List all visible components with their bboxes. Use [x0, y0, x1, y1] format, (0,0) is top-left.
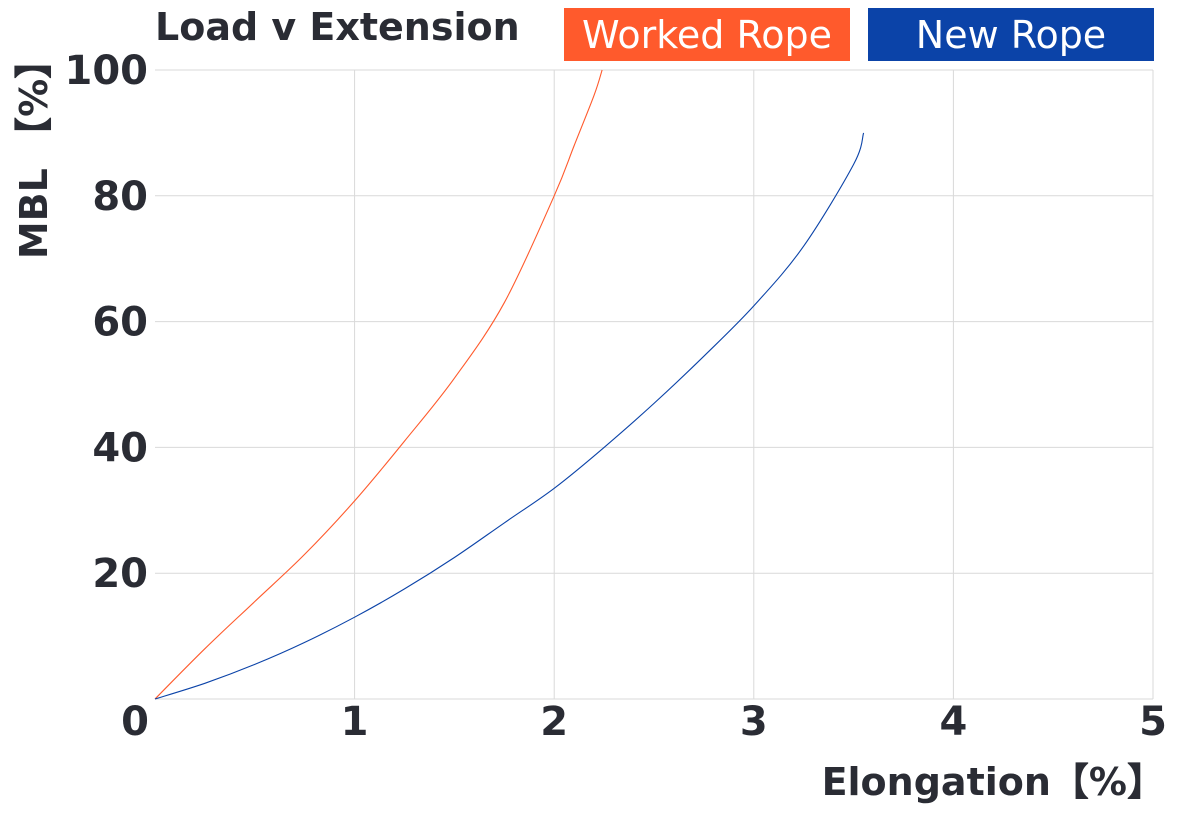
grid [155, 69, 1154, 700]
x-tick-label: 2 [540, 699, 568, 745]
chart-title: Load v Extension [155, 5, 520, 49]
legend-swatch-new-rope [868, 8, 1154, 61]
y-tick-label: 60 [92, 300, 148, 346]
x-tick-label: 1 [341, 699, 369, 745]
y-tick-label: 100 [65, 48, 149, 94]
legend-label-worked-rope: Worked Rope [582, 13, 832, 57]
y-axis-ticks: 20 40 60 80 100 [65, 48, 149, 597]
series-line-worked-rope [154, 69, 603, 700]
legend: Worked Rope New Rope [564, 8, 1154, 61]
x-tick-label: 5 [1139, 699, 1167, 745]
series-group [154, 69, 865, 700]
y-tick-label: 20 [92, 551, 148, 597]
y-axis-label: MBL 【%】 [12, 41, 56, 259]
legend-swatch-worked-rope [564, 8, 850, 61]
x-tick-label: 4 [939, 699, 967, 745]
legend-label-new-rope: New Rope [916, 13, 1106, 57]
x-tick-label: 0 [121, 699, 149, 745]
y-tick-label: 80 [92, 174, 148, 220]
series-line-new-rope [154, 132, 865, 700]
y-tick-label: 40 [92, 425, 148, 471]
legend-item-worked-rope: Worked Rope [564, 8, 850, 61]
x-tick-label: 3 [740, 699, 768, 745]
x-axis-ticks: 0 1 2 3 4 5 [121, 699, 1167, 745]
legend-item-new-rope: New Rope [868, 8, 1154, 61]
x-axis-label: Elongation【%】 [822, 760, 1165, 804]
